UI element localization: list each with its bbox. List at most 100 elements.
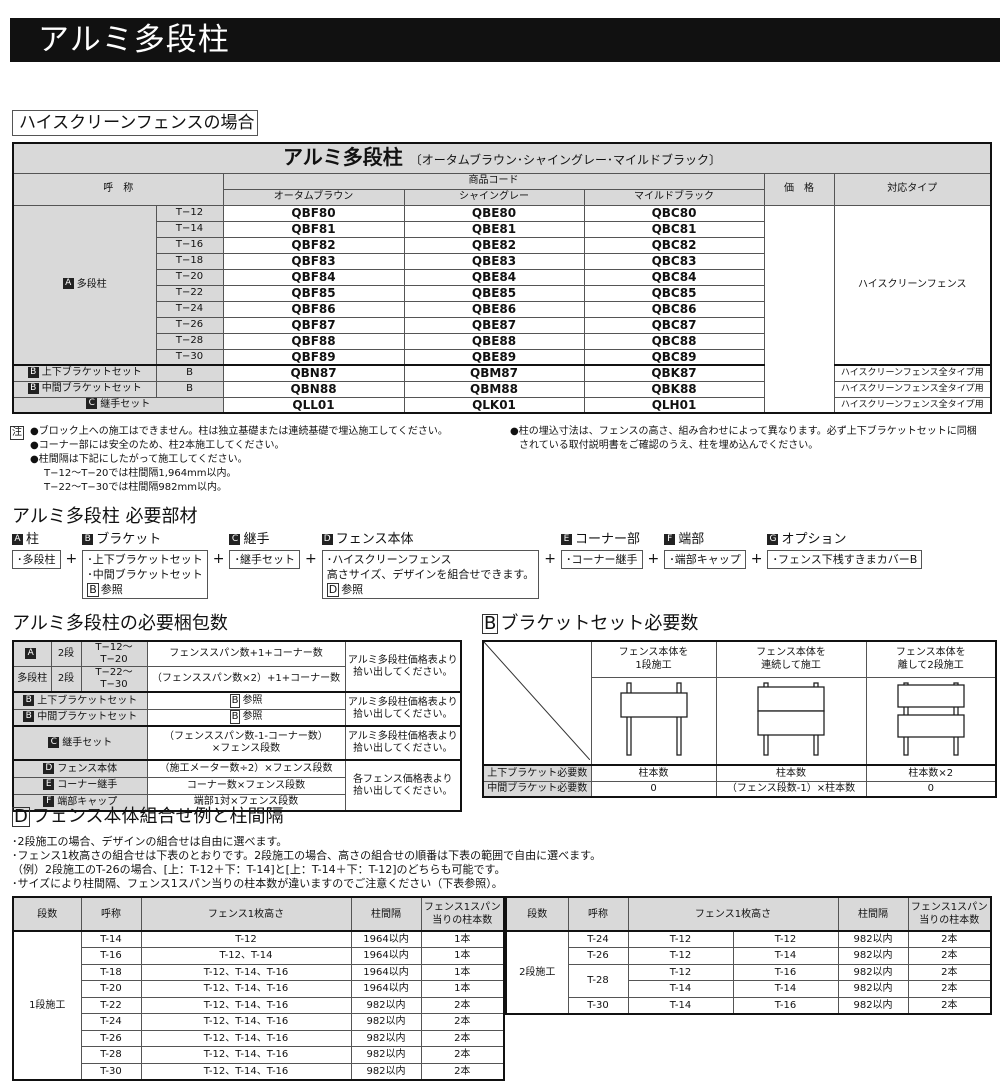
formula: フェンススパン数+1+コーナー数 <box>146 640 346 667</box>
part-group-label: B ブラケット <box>82 532 208 550</box>
value: 1本 <box>420 963 505 981</box>
steps: 2段 <box>50 640 82 667</box>
value: 1本 <box>420 930 505 948</box>
label: コーナー部 <box>575 532 641 547</box>
value: T-12、T-14、T-16 <box>140 1046 352 1064</box>
value: 2本 <box>907 947 992 965</box>
header-name: 呼 称 <box>12 172 224 206</box>
size-cell: B <box>155 380 224 398</box>
product-code: QBC86 <box>583 300 765 318</box>
header: 柱間隔 <box>837 896 909 932</box>
table-row: B 上下ブラケットセット B QBN87 QBM87 QBK87 ハイスクリーンフェンス全タ… <box>12 364 992 382</box>
diagonal-cell <box>482 640 592 766</box>
product-code: QLH01 <box>583 396 765 414</box>
table-row: T-20 T-12、T-14、T-16 1964以内 1本 <box>13 980 505 998</box>
steps-cell: 1段施工 <box>12 930 82 1080</box>
type-cell: ハイスクリーンフェンス全タイプ用 <box>833 364 992 382</box>
product-code: QBF83 <box>222 252 405 270</box>
table-row: T-24 T-12、T-14、T-16 982以内 2本 <box>13 1013 505 1031</box>
item-name-cell: B 中間ブラケットセット <box>12 380 157 398</box>
value: 柱本数 <box>715 764 867 782</box>
badge: A <box>12 534 23 545</box>
note-line: T−22〜T−30では柱間隔982mm以内。 <box>44 482 227 493</box>
part-group-label: C 継手 <box>229 532 300 550</box>
value: T-12、T-14、T-16 <box>140 1062 352 1080</box>
plus-sign: + <box>65 551 78 567</box>
note-line: ･2段施工の場合、デザインの組合せは自由に選べます。 <box>12 835 288 848</box>
plus-sign: + <box>750 551 763 567</box>
page-title: アルミ多段柱 <box>10 18 1000 62</box>
note-line: ●コーナー部には安全のため、柱2本施工してください。 <box>30 440 285 451</box>
label: ブラケット <box>96 532 162 547</box>
table-row: T-18 T-12、T-14、T-16 1964以内 1本 <box>13 963 505 981</box>
product-code: QBF88 <box>222 332 405 350</box>
value: 2本 <box>420 996 505 1014</box>
table-row: T−14 QBF81 QBE81 QBC81 <box>13 220 991 238</box>
value: T-26 <box>80 1029 142 1047</box>
badge: A <box>62 278 74 290</box>
size-cell: T−28 <box>155 332 224 350</box>
size-cell: T−20 <box>155 268 224 286</box>
value: T-26 <box>567 947 629 965</box>
fence-separate-2-step-illustration <box>865 676 997 766</box>
part-group: A 柱 ･多段柱 <box>12 532 61 569</box>
label: オプション <box>781 532 847 547</box>
bracket-title: B ブラケットセット必要数 <box>482 613 699 634</box>
section-subheading: ハイスクリーンフェンスの場合 <box>12 110 258 136</box>
product-code: QBF86 <box>222 300 405 318</box>
note-line: T−12〜T−20では柱間隔1,964mm以内。 <box>44 468 237 479</box>
value: T-12 <box>732 930 839 948</box>
part-item: ･中間ブラケットセット <box>87 568 203 581</box>
part-group: D フェンス本体 ･ハイスクリーンフェンス 高さサイズ、デザインを組合せできます。 D 参… <box>321 532 540 599</box>
value: 2本 <box>420 1062 505 1080</box>
item-label: C 継手セット <box>12 725 148 761</box>
table-row: T-22 T-12、T-14、T-16 982以内 2本 <box>13 996 505 1014</box>
range: T−12〜T−20 <box>80 640 148 667</box>
note-line: ･サイズにより柱間隔、フェンス1スパン当りの柱本数が違いますのでご注意ください（… <box>12 877 503 890</box>
value: T-16 <box>80 947 142 965</box>
product-code: QBN88 <box>222 380 405 398</box>
row-label: 上下ブラケット必要数 <box>482 764 592 782</box>
value: 2本 <box>907 996 992 1014</box>
value: T-30 <box>567 996 629 1014</box>
formula: 端部1対×フェンス段数 <box>146 793 346 812</box>
combo-notes: ･2段施工の場合、デザインの組合せは自由に選べます。 ･フェンス1枚高さの組合せは… <box>12 835 1000 891</box>
product-code: QBK87 <box>583 364 765 382</box>
header: 呼称 <box>80 896 142 932</box>
product-code: QBM87 <box>403 364 585 382</box>
value: 982以内 <box>837 996 909 1014</box>
size-cell: T−26 <box>155 316 224 334</box>
value: 2本 <box>420 1046 505 1064</box>
table-title: アルミ多段柱 〔オータムブラウン･シャイングレー･マイルドブラック〕 <box>12 142 992 174</box>
product-code: QBF84 <box>222 268 405 286</box>
formula: （施工メーター数÷2）×フェンス段数 <box>146 759 346 778</box>
post-label: 多段柱 <box>12 666 52 693</box>
badge: B <box>82 534 94 545</box>
header: 呼称 <box>567 896 629 932</box>
header: 段数 <box>505 896 569 932</box>
product-code: QBF82 <box>222 236 405 254</box>
product-code: QBK88 <box>583 380 765 398</box>
part-box: ･端部キャップ <box>664 550 746 569</box>
product-code: QBE80 <box>403 204 585 222</box>
note-line: ●ブロック上への施工はできません。柱は独立基礎または連続基礎で埋込施工してくださ… <box>30 426 448 437</box>
plus-sign: + <box>647 551 660 567</box>
size-cell: T−22 <box>155 284 224 302</box>
item-name-cell: C 継手セット <box>12 396 224 414</box>
table-row: T-16 T-12、T-14 1964以内 1本 <box>13 947 505 965</box>
part-box: ･コーナー継手 <box>561 550 643 569</box>
value: 982以内 <box>837 963 909 981</box>
badge: C <box>86 398 98 410</box>
value: T-24 <box>80 1013 142 1031</box>
value: T-14 <box>80 930 142 948</box>
value: 982以内 <box>350 1029 422 1047</box>
product-code: QBC85 <box>583 284 765 302</box>
part-box: ･多段柱 <box>12 550 61 569</box>
value: T-12 <box>140 930 352 948</box>
label: フェンス本体 <box>335 532 414 547</box>
formula: B 参照 <box>146 691 346 710</box>
item-label: E コーナー継手 <box>12 776 148 795</box>
type-cell: ハイスクリーンフェンス全タイプ用 <box>833 396 992 414</box>
formula: コーナー数×フェンス段数 <box>146 776 346 795</box>
badge: F <box>664 534 676 545</box>
